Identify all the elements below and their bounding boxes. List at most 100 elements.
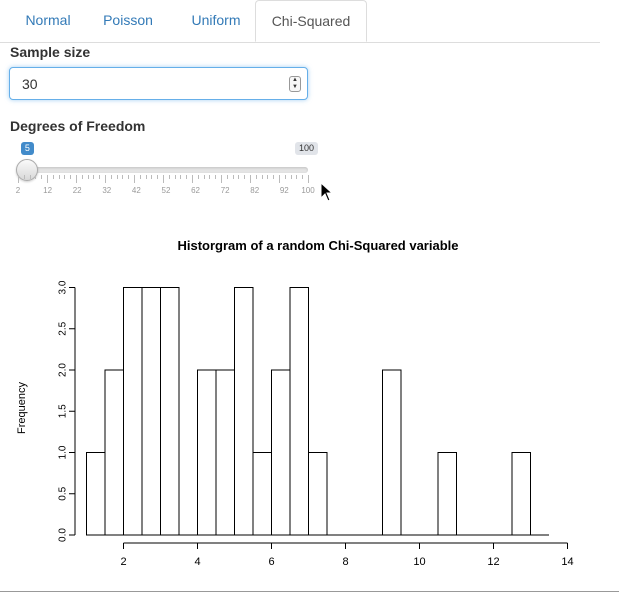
slider-tick — [64, 175, 66, 179]
slider-handle[interactable] — [15, 159, 38, 181]
x-tick-label: 10 — [413, 556, 425, 568]
slider-tick — [122, 175, 124, 179]
slider-tick-label: 52 — [161, 186, 171, 195]
slider-tick — [134, 175, 135, 183]
slider-tick — [244, 175, 246, 179]
y-tick-label: 1.5 — [58, 404, 69, 418]
slider-tick — [209, 175, 211, 179]
slider-tick — [267, 175, 269, 179]
histogram-bar — [308, 452, 328, 536]
slider-tick — [145, 175, 147, 179]
dof-slider[interactable]: 5 100 2 12 22 32 42 52 62 72 82 92 100 — [8, 140, 319, 210]
slider-tick — [93, 175, 95, 179]
x-tick-label: 14 — [561, 556, 573, 568]
slider-tick — [47, 175, 48, 183]
slider-tick — [238, 175, 240, 179]
x-tick-label: 8 — [342, 556, 348, 568]
slider-tick-label: 92 — [279, 186, 289, 195]
chart-title: Historgram of a random Chi-Squared varia… — [177, 238, 458, 253]
tab-poisson[interactable]: Poisson — [103, 12, 153, 28]
slider-tick — [139, 175, 141, 179]
slider-tick — [273, 175, 275, 179]
slider-tick — [302, 175, 304, 179]
mouse-cursor-icon — [320, 182, 334, 202]
slider-tick — [110, 175, 112, 179]
y-tick-label: 0.0 — [58, 528, 69, 542]
histogram-bar — [289, 287, 309, 536]
x-tick-label: 6 — [268, 556, 274, 568]
slider-tick — [87, 175, 89, 179]
histogram-bar — [86, 452, 106, 536]
slider-tick — [18, 175, 19, 183]
slider-tick — [197, 175, 199, 179]
histogram-bar — [252, 452, 272, 536]
histogram-bar — [160, 287, 180, 536]
slider-tick — [35, 175, 37, 179]
slider-tick-label: 32 — [102, 186, 112, 195]
slider-tick — [221, 175, 222, 183]
slider-tick — [192, 175, 193, 183]
histogram-bar — [215, 369, 235, 536]
slider-track[interactable] — [18, 167, 308, 173]
slider-tick-label: 22 — [72, 186, 82, 195]
slider-tick — [250, 175, 251, 183]
histogram-bar — [104, 369, 124, 536]
spin-down-icon[interactable]: ▼ — [292, 84, 298, 90]
histogram-bar — [123, 287, 143, 536]
divider — [0, 591, 619, 592]
y-tick-label: 2.5 — [58, 321, 69, 335]
sample-size-label: Sample size — [10, 44, 91, 60]
slider-tick-label: 82 — [250, 186, 260, 195]
slider-tick — [58, 175, 60, 179]
histogram-chart: Historgram of a random Chi-Squared varia… — [16, 238, 574, 568]
slider-tick — [52, 175, 54, 179]
x-tick-label: 12 — [487, 556, 499, 568]
slider-grid — [18, 175, 309, 183]
slider-tick — [41, 175, 43, 179]
slider-tick-label: 72 — [220, 186, 230, 195]
slider-tick — [186, 175, 188, 179]
slider-tick-label: 62 — [191, 186, 200, 195]
slider-tick — [128, 175, 130, 179]
slider-tick — [151, 175, 153, 179]
y-tick-label: 2.0 — [58, 363, 69, 377]
slider-tick — [99, 175, 101, 179]
spin-up-icon[interactable]: ▲ — [292, 77, 298, 83]
dof-label: Degrees of Freedom — [10, 118, 146, 134]
histogram-bar — [511, 452, 531, 536]
slider-tick — [308, 175, 309, 183]
tab-chi-squared[interactable]: Chi-Squared — [255, 0, 367, 42]
sample-size-value[interactable]: 30 — [22, 76, 38, 92]
slider-tick — [168, 175, 170, 179]
slider-tick — [290, 175, 292, 179]
y-tick-label: 0.5 — [58, 486, 69, 500]
slider-tick — [105, 175, 106, 183]
y-axis-label: Frequency — [16, 382, 28, 434]
histogram-bar — [197, 369, 217, 536]
slider-tick — [23, 175, 25, 179]
x-tick-label: 2 — [120, 556, 126, 568]
slider-tick — [174, 175, 176, 179]
slider-tick — [255, 175, 257, 179]
slider-tick — [279, 175, 280, 183]
histogram-bar — [271, 369, 291, 536]
slider-tick — [215, 175, 217, 179]
slider-tick — [284, 175, 286, 179]
y-tick-label: 3.0 — [58, 280, 69, 294]
slider-tick-label: 2 — [15, 186, 21, 195]
slider-value-badge: 5 — [20, 142, 34, 155]
slider-tick — [157, 175, 159, 179]
number-spinner[interactable]: ▲ ▼ — [289, 76, 301, 92]
histogram-bar — [437, 452, 457, 536]
sample-size-input[interactable]: 30 ▲ ▼ — [9, 67, 308, 100]
slider-tick — [76, 175, 77, 183]
tab-normal[interactable]: Normal — [25, 12, 71, 28]
slider-tick — [203, 175, 205, 179]
slider-tick-label: 42 — [131, 186, 141, 195]
tab-bar: Normal Poisson Uniform Chi-Squared — [0, 0, 600, 43]
slider-tick — [116, 175, 118, 179]
slider-tick — [226, 175, 228, 179]
histogram-bar — [382, 369, 402, 536]
histogram-bar — [141, 287, 161, 536]
tab-uniform[interactable]: Uniform — [191, 12, 241, 28]
